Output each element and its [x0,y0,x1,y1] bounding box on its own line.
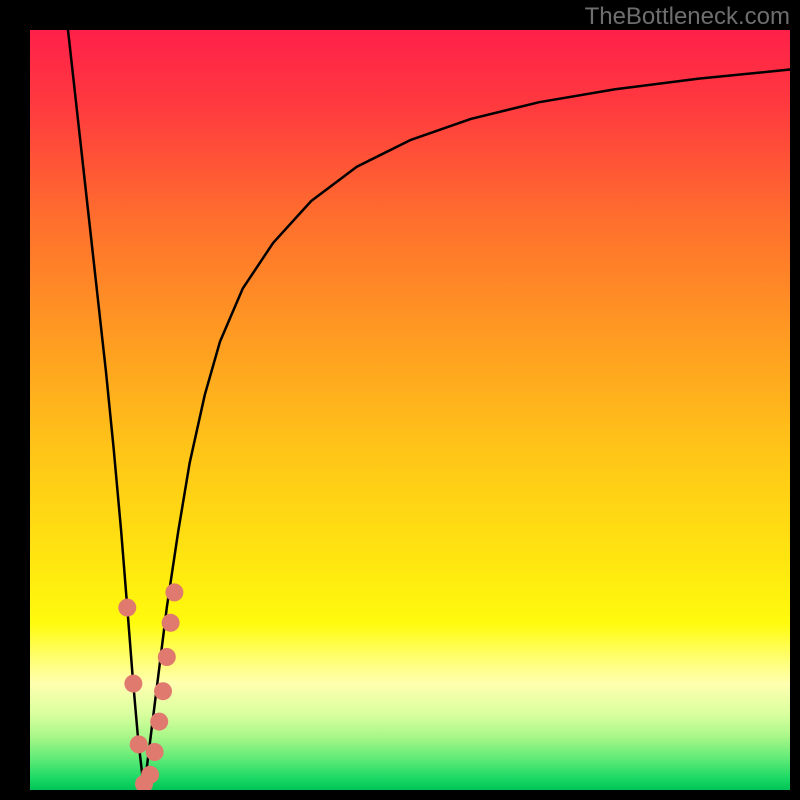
data-point-marker [141,766,159,784]
chart-gradient-background [30,30,790,790]
chart-container: TheBottleneck.com [0,0,800,800]
data-point-marker [130,735,148,753]
data-point-marker [162,614,180,632]
data-point-marker [124,675,142,693]
watermark-text: TheBottleneck.com [585,3,790,30]
data-point-marker [150,713,168,731]
data-point-marker [118,599,136,617]
data-point-marker [158,648,176,666]
data-point-marker [146,743,164,761]
bottleneck-chart: TheBottleneck.com [0,0,800,800]
data-point-marker [165,583,183,601]
data-point-marker [154,682,172,700]
